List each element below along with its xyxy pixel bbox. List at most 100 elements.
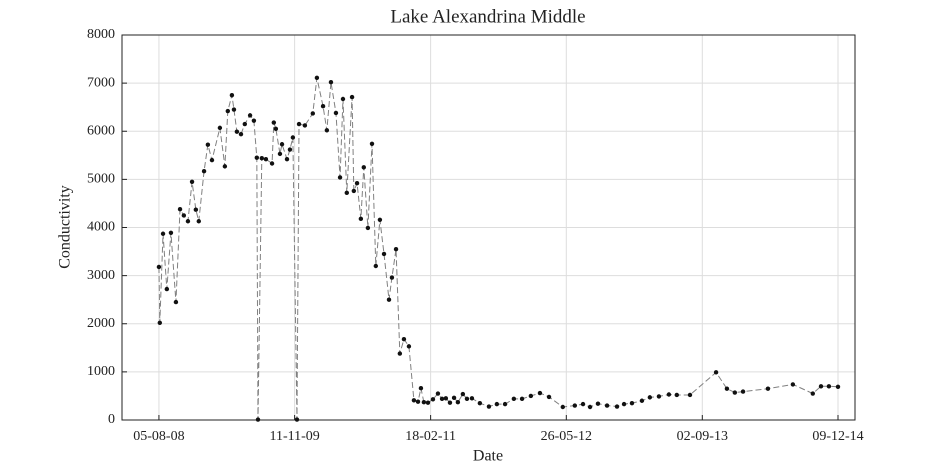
data-point bbox=[790, 382, 796, 387]
data-point bbox=[156, 264, 162, 270]
data-point bbox=[344, 190, 349, 196]
data-point bbox=[477, 400, 483, 406]
data-point bbox=[290, 135, 296, 140]
data-point bbox=[157, 320, 163, 325]
data-point bbox=[361, 165, 366, 170]
data-point bbox=[181, 213, 187, 218]
data-point bbox=[217, 125, 223, 131]
data-point bbox=[639, 398, 645, 403]
data-point bbox=[358, 216, 364, 222]
chart-title: Lake Alexandrina Middle bbox=[390, 6, 585, 27]
data-point bbox=[713, 370, 719, 375]
data-point bbox=[460, 391, 466, 397]
data-point bbox=[580, 401, 586, 407]
x-tick-label: 05-08-08 bbox=[133, 429, 184, 444]
x-axis-label: Date bbox=[473, 448, 503, 465]
data-point bbox=[511, 396, 517, 402]
x-tick-label: 18-02-11 bbox=[405, 429, 456, 444]
data-point bbox=[389, 275, 395, 280]
data-point bbox=[177, 207, 183, 212]
data-point bbox=[572, 403, 578, 408]
data-point bbox=[279, 142, 285, 147]
x-tick-label: 11-11-09 bbox=[269, 429, 319, 444]
data-point bbox=[629, 400, 635, 406]
data-point bbox=[447, 400, 453, 405]
data-point bbox=[674, 392, 680, 398]
data-point bbox=[263, 156, 269, 162]
x-tick-label: 02-09-13 bbox=[677, 429, 728, 444]
x-tick-label: 26-05-12 bbox=[541, 429, 592, 444]
data-point bbox=[229, 92, 235, 98]
data-point bbox=[354, 181, 360, 186]
data-point bbox=[418, 386, 424, 391]
y-tick-label: 1000 bbox=[87, 364, 115, 379]
data-point bbox=[333, 110, 339, 116]
data-point bbox=[826, 384, 832, 389]
data-point bbox=[247, 113, 253, 118]
data-point bbox=[340, 96, 346, 102]
data-point bbox=[168, 230, 174, 235]
data-point bbox=[377, 217, 383, 222]
data-point bbox=[373, 263, 379, 269]
data-point bbox=[835, 384, 841, 389]
data-point bbox=[238, 131, 244, 137]
x-tick-label: 09-12-14 bbox=[812, 429, 863, 444]
data-point bbox=[604, 403, 610, 408]
data-point bbox=[614, 404, 620, 409]
data-point bbox=[205, 142, 211, 147]
data-point bbox=[302, 123, 308, 128]
y-tick-label: 7000 bbox=[87, 75, 115, 90]
data-point bbox=[209, 157, 215, 163]
y-tick-label: 5000 bbox=[87, 172, 115, 187]
data-point bbox=[314, 75, 320, 81]
data-point bbox=[439, 396, 445, 402]
data-point bbox=[222, 164, 228, 169]
y-axis-label: Conductivity bbox=[57, 185, 74, 269]
data-point bbox=[406, 344, 412, 349]
data-point bbox=[196, 219, 201, 224]
data-point bbox=[393, 246, 399, 252]
data-point bbox=[502, 401, 508, 407]
data-point bbox=[421, 399, 427, 405]
y-tick-label: 2000 bbox=[87, 316, 115, 331]
data-point bbox=[251, 118, 257, 123]
data-point bbox=[234, 129, 240, 134]
data-point bbox=[271, 120, 277, 125]
data-point bbox=[310, 111, 315, 116]
data-point bbox=[732, 390, 738, 395]
data-point bbox=[595, 401, 601, 406]
data-point bbox=[464, 396, 470, 402]
data-point bbox=[277, 151, 283, 157]
data-point bbox=[284, 156, 290, 162]
data-point bbox=[765, 386, 771, 391]
data-point bbox=[365, 225, 371, 231]
data-point bbox=[294, 417, 300, 422]
data-point bbox=[381, 251, 387, 257]
data-point bbox=[386, 297, 392, 302]
data-point bbox=[164, 286, 170, 292]
data-point bbox=[242, 121, 248, 127]
data-point bbox=[296, 121, 302, 127]
data-point bbox=[287, 147, 293, 152]
y-tick-label: 3000 bbox=[87, 268, 115, 283]
data-point bbox=[349, 94, 355, 100]
data-point bbox=[494, 401, 500, 407]
data-point bbox=[255, 417, 261, 422]
data-point bbox=[455, 399, 461, 405]
data-point bbox=[647, 395, 653, 400]
data-point bbox=[411, 398, 417, 403]
data-point bbox=[189, 179, 195, 184]
data-point bbox=[740, 389, 746, 394]
data-point bbox=[430, 397, 436, 402]
y-tick-label: 8000 bbox=[87, 27, 115, 42]
y-tick-label: 4000 bbox=[87, 220, 115, 235]
data-point bbox=[528, 393, 534, 399]
data-point bbox=[666, 392, 672, 397]
data-point bbox=[324, 128, 330, 133]
data-point bbox=[435, 391, 441, 396]
data-point bbox=[469, 396, 475, 401]
data-point bbox=[273, 126, 279, 132]
data-point bbox=[320, 104, 326, 109]
data-point bbox=[587, 404, 593, 410]
data-point bbox=[560, 404, 565, 410]
